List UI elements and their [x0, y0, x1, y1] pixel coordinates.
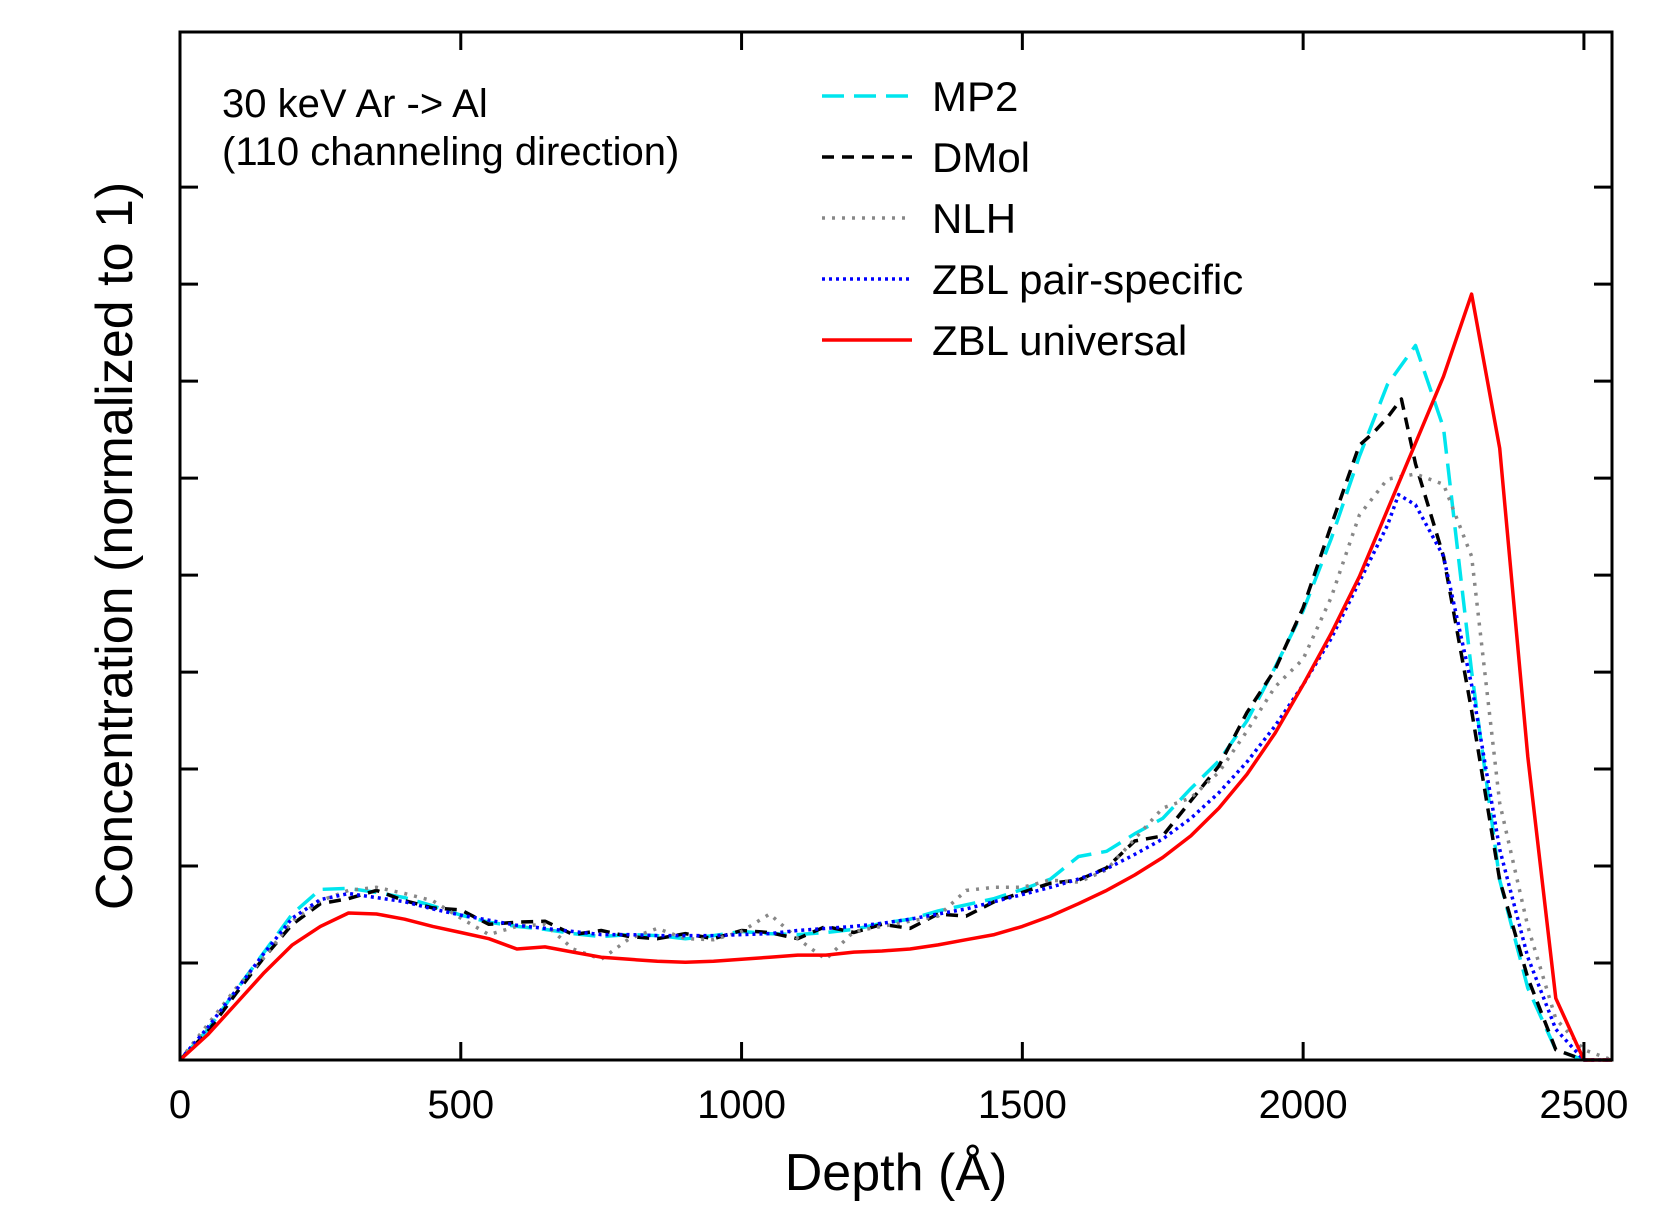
axis-layer: 0 500 1000 1500 2000 2500	[169, 32, 1628, 1127]
legend-label: NLH	[932, 195, 1016, 242]
series-line-zbl-universal	[178, 292, 1612, 1062]
x-tick-label: 2000	[1259, 1083, 1348, 1127]
x-tick-label: 2500	[1539, 1083, 1628, 1127]
legend-label: DMol	[932, 134, 1030, 181]
x-tick-label: 500	[427, 1083, 494, 1127]
legend-label: ZBL universal	[932, 317, 1187, 364]
x-axis-title: Depth (Å)	[785, 1144, 1008, 1202]
series-line-mp2	[178, 343, 1612, 1062]
legend-label: ZBL pair-specific	[932, 256, 1243, 303]
y-axis-title: Concentration (normalized to 1)	[86, 182, 144, 910]
x-tick-label: 1000	[697, 1083, 786, 1127]
legend: MP2 DMol NLH ZBL pair-specific ZBL universal	[822, 73, 1243, 364]
x-tick-label: 1500	[978, 1083, 1067, 1127]
series-line-zbl-pair-specific	[178, 492, 1612, 1062]
plot-frame	[178, 30, 1614, 1062]
annotation-line-1: 30 keV Ar -> Al	[222, 82, 488, 126]
legend-label: MP2	[932, 73, 1018, 120]
series-layer	[178, 292, 1613, 1062]
x-tick-label: 0	[169, 1083, 191, 1127]
annotation-line-2: (110 channeling direction)	[222, 130, 679, 174]
